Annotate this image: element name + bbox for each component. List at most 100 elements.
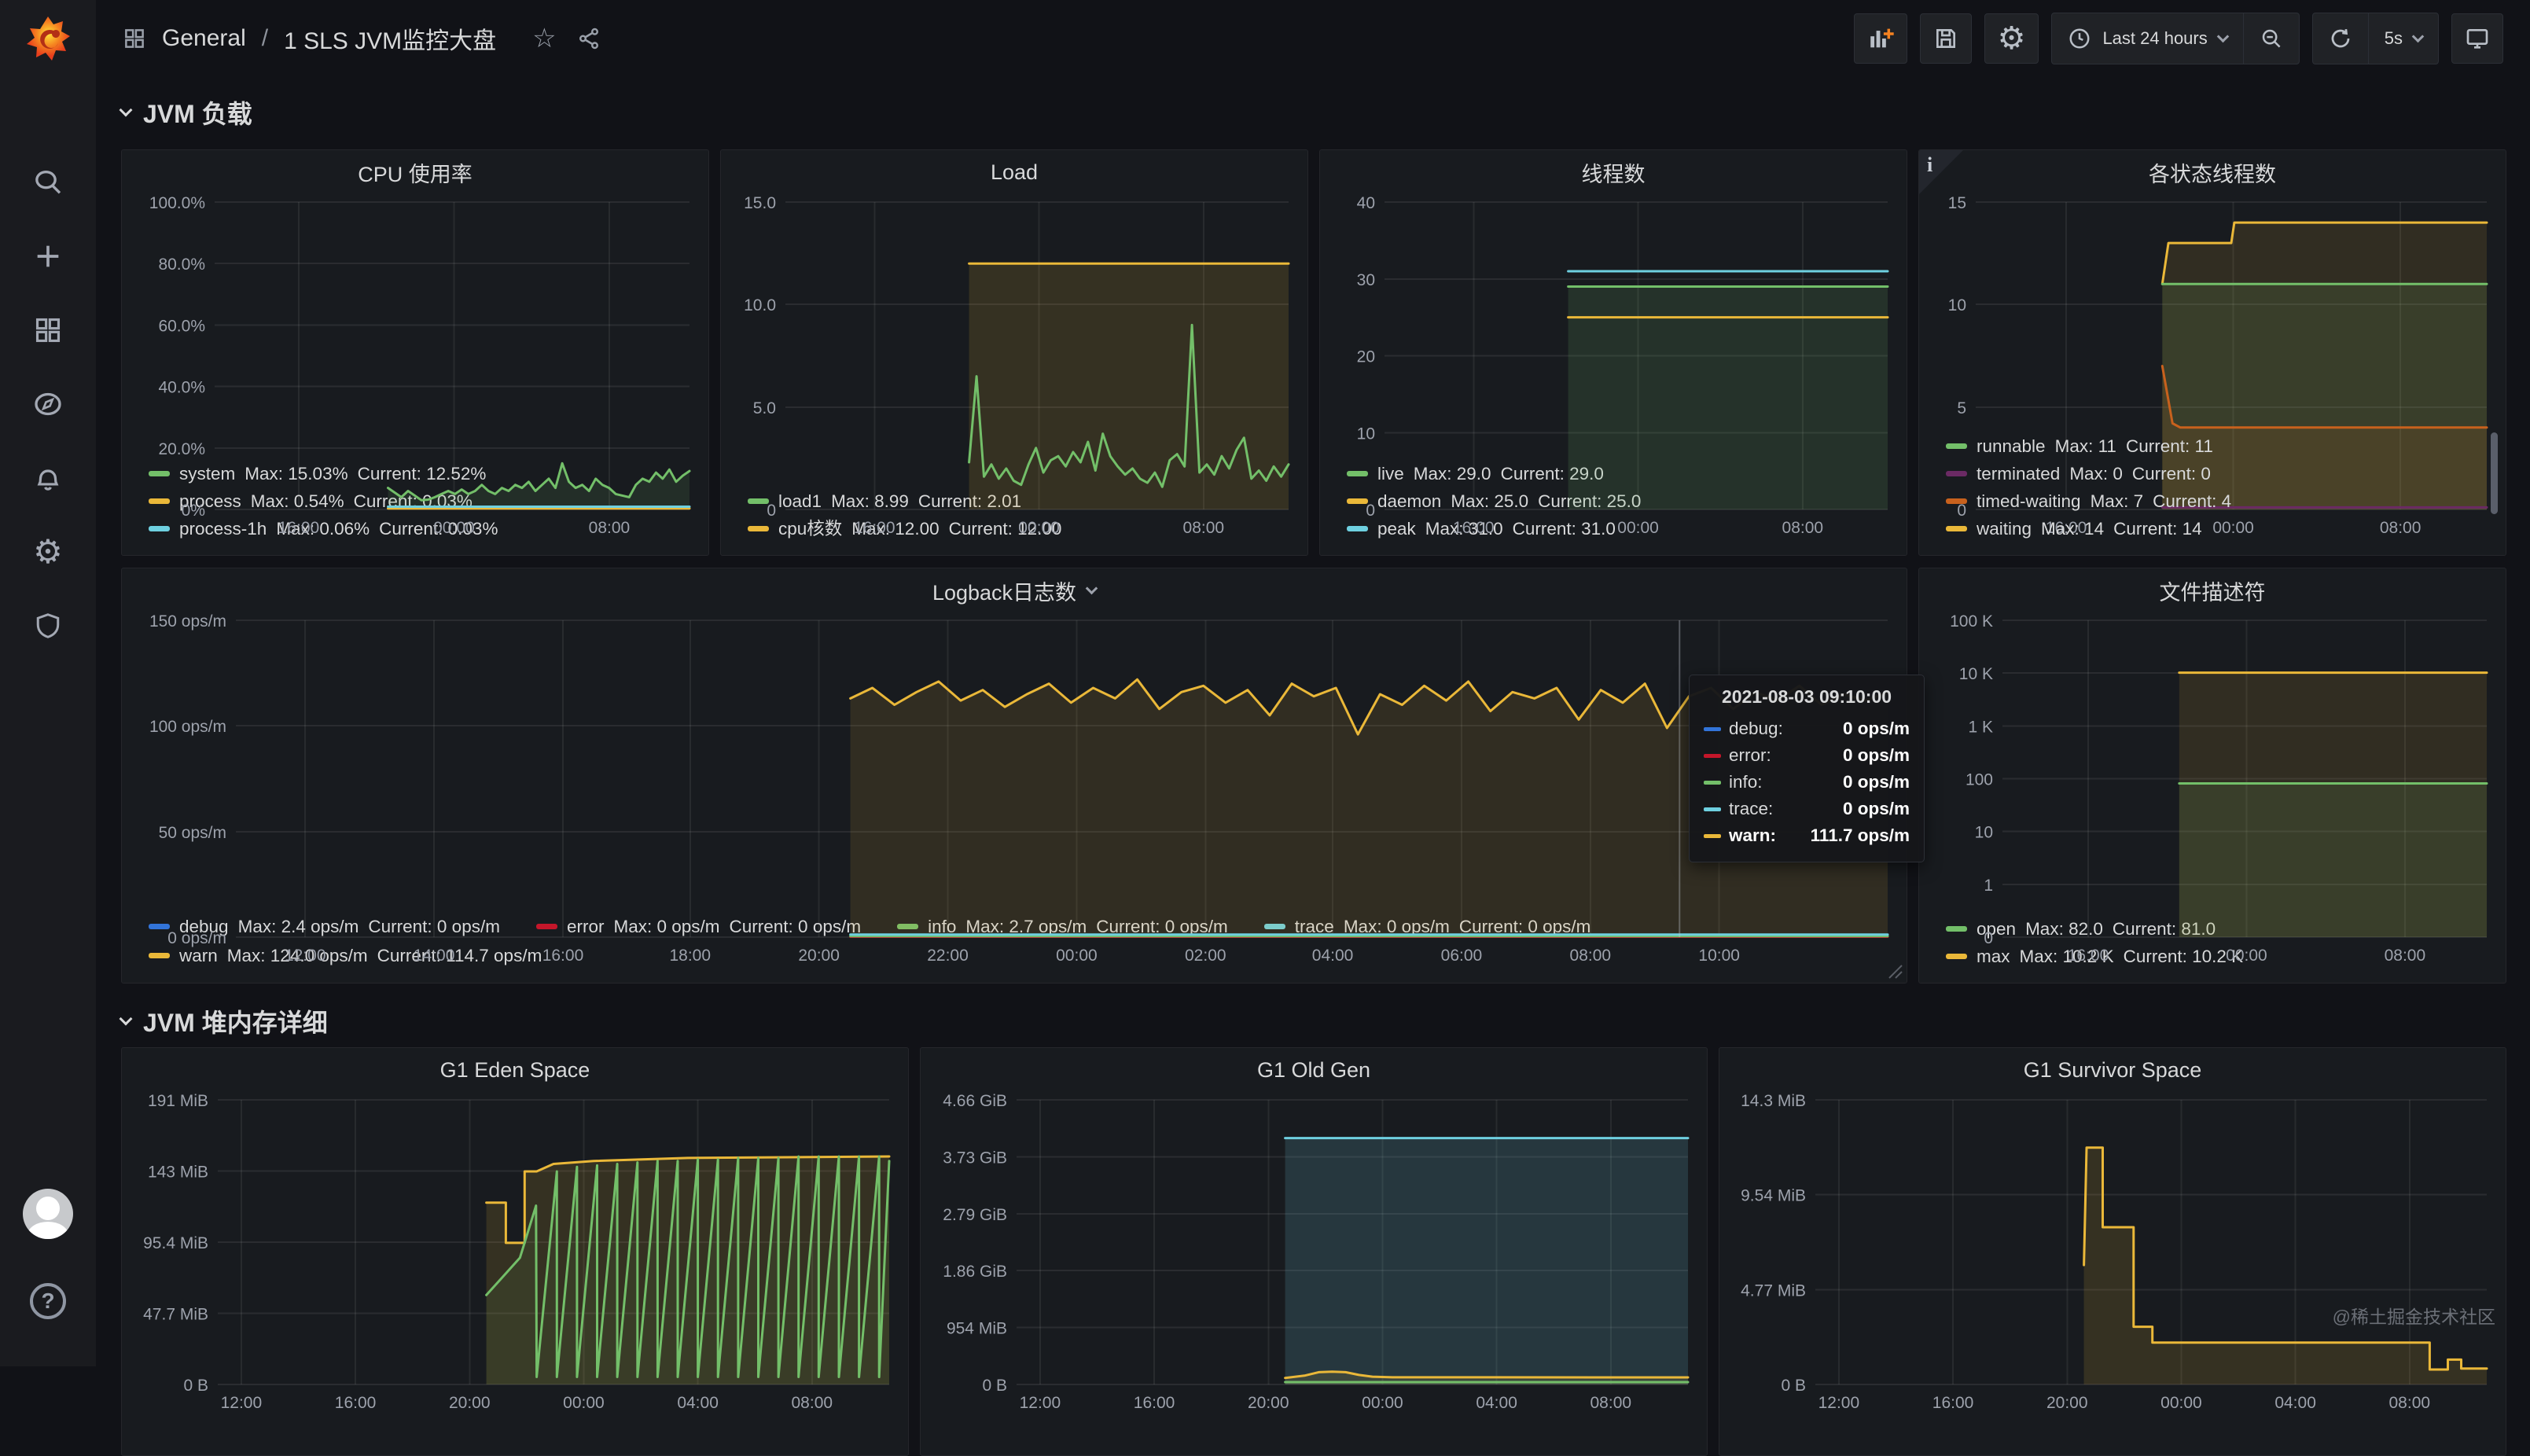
refresh-button[interactable] [2313, 13, 2368, 64]
svg-text:20:00: 20:00 [2046, 1394, 2088, 1412]
svg-text:15: 15 [1948, 194, 1966, 212]
legend-item[interactable]: peak Max: 31.0 Current: 31.0 [1347, 515, 1891, 542]
svg-text:10:00: 10:00 [1698, 947, 1740, 965]
panel-title[interactable]: G1 Survivor Space [2023, 1057, 2202, 1082]
tv-kiosk-button[interactable] [2451, 13, 2503, 64]
svg-text:3.73 GiB: 3.73 GiB [943, 1149, 1007, 1167]
panel-title[interactable]: CPU 使用率 [358, 162, 473, 186]
svg-text:16:00: 16:00 [1932, 1394, 1974, 1412]
legend-swatch [1946, 443, 1967, 449]
legend-item[interactable]: info Max: 2.7 ops/m Current: 0 ops/m [897, 912, 1228, 941]
row-toggle-jvm-load[interactable]: JVM 负载 [119, 94, 252, 131]
svg-text:1.86 GiB: 1.86 GiB [943, 1263, 1007, 1281]
zoom-out-button[interactable] [2244, 13, 2299, 64]
svg-text:40: 40 [1357, 194, 1375, 212]
legend-item[interactable]: waiting Max: 14 Current: 14 [1946, 515, 2490, 542]
panel-title[interactable]: 各状态线程数 [2149, 162, 2276, 186]
panel-resize-handle[interactable] [1886, 962, 1903, 980]
search-icon[interactable] [31, 165, 65, 200]
breadcrumb-section[interactable]: General [162, 25, 246, 51]
time-range-picker[interactable]: Last 24 hours [2052, 13, 2242, 64]
panel-g1-eden: G1 Eden Space 12:00 16:00 20:00 00:00 04:00 0… [121, 1047, 909, 1456]
legend-item[interactable]: system Max: 15.03% Current: 12.52% [149, 460, 693, 487]
panel-cpu-usage: CPU 使用率 16:00 00:00 08:00 100.0% 80.0% 60.0% 4… [121, 149, 709, 556]
legend-item[interactable]: live Max: 29.0 Current: 29.0 [1347, 460, 1891, 487]
legend: system Max: 15.03% Current: 12.52% process M… [122, 457, 708, 555]
user-avatar[interactable] [23, 1189, 73, 1239]
panel-title[interactable]: 线程数 [1581, 162, 1646, 186]
row-toggle-jvm-heap[interactable]: JVM 堆内存详细 [119, 1003, 328, 1039]
legend-scrollbar[interactable] [2491, 432, 2498, 514]
panel-title-dropdown[interactable]: Logback日志数 [122, 568, 1907, 612]
panel-title[interactable]: Load [990, 160, 1039, 184]
panel-title[interactable]: G1 Old Gen [1256, 1057, 1371, 1082]
legend-item[interactable]: cpu核数 Max: 12.00 Current: 12.00 [748, 515, 1292, 542]
chevron-down-icon [119, 1012, 133, 1026]
tooltip-series-dash [1704, 753, 1721, 758]
svg-text:5: 5 [1957, 399, 1966, 417]
panel-info-corner-icon[interactable]: i [1919, 150, 1963, 194]
legend-swatch [535, 924, 557, 929]
panel-title[interactable]: 文件描述符 [2159, 580, 2266, 605]
svg-text:100 K: 100 K [1950, 612, 1993, 631]
svg-text:00:00: 00:00 [563, 1394, 605, 1412]
dashboard-settings-button[interactable]: ⚙ [1984, 13, 2039, 64]
svg-text:00:00: 00:00 [2212, 519, 2254, 537]
legend-swatch [1946, 471, 1967, 476]
svg-text:0: 0 [1957, 502, 1966, 520]
svg-text:20.0%: 20.0% [158, 440, 205, 458]
svg-text:4.66 GiB: 4.66 GiB [943, 1092, 1007, 1110]
svg-text:20: 20 [1357, 348, 1375, 366]
help-icon[interactable]: ? [30, 1283, 66, 1319]
legend-item[interactable]: process-1h Max: 0.06% Current: 0.03% [149, 515, 693, 542]
cpu-usage-chart[interactable]: 16:00 00:00 08:00 100.0% 80.0% 60.0% 40.0% 20.0… [130, 194, 701, 537]
grafana-logo[interactable] [0, 0, 96, 79]
svg-text:191 MiB: 191 MiB [148, 1092, 208, 1110]
chevron-down-icon [1085, 582, 1098, 594]
legend-swatch [1946, 498, 1967, 504]
create-plus-icon[interactable] [31, 239, 65, 274]
tooltip-row: error: 0 ops/m [1704, 742, 1910, 769]
legend-item[interactable]: open Max: 82.0 Current: 81.0 [1946, 915, 2490, 943]
save-dashboard-button[interactable] [1919, 13, 1972, 64]
legend-swatch [1347, 498, 1368, 504]
svg-text:10: 10 [1975, 824, 1993, 842]
alerting-bell-icon[interactable] [31, 461, 65, 495]
legend-item[interactable]: trace Max: 0 ops/m Current: 0 ops/m [1263, 912, 1590, 941]
legend-swatch [149, 924, 170, 929]
legend-item[interactable]: warn Max: 124.0 ops/m Current: 114.7 ops/m [149, 941, 542, 970]
legend-item[interactable]: daemon Max: 25.0 Current: 25.0 [1347, 487, 1891, 515]
svg-text:0%: 0% [182, 502, 205, 520]
svg-text:04:00: 04:00 [2274, 1394, 2316, 1412]
legend-item[interactable]: terminated Max: 0 Current: 0 [1946, 460, 2490, 487]
share-icon[interactable] [577, 27, 601, 50]
svg-text:50 ops/m: 50 ops/m [159, 824, 226, 842]
page-title[interactable]: 1 SLS JVM监控大盘 [284, 28, 497, 54]
legend-item[interactable]: load1 Max: 8.99 Current: 2.01 [748, 487, 1292, 515]
tooltip-row: warn: 111.7 ops/m [1704, 822, 1910, 849]
legend-swatch [1347, 471, 1368, 476]
load-chart[interactable]: 16:00 00:00 08:00 15.0 10.0 5.0 0 [729, 194, 1300, 537]
legend-item[interactable]: runnable Max: 11 Current: 11 [1946, 432, 2490, 460]
refresh-interval-dropdown[interactable]: 5s [2369, 13, 2438, 64]
svg-text:20:00: 20:00 [1248, 1394, 1289, 1412]
tooltip-series-dash [1704, 807, 1721, 811]
explore-compass-icon[interactable] [31, 387, 65, 421]
svg-text:04:00: 04:00 [677, 1394, 719, 1412]
legend-item[interactable]: debug Max: 2.4 ops/m Current: 0 ops/m [149, 912, 500, 941]
logback-chart[interactable]: 12:00 14:00 16:00 18:00 20:00 22:00 00:00 02:00… [130, 612, 1899, 965]
legend-item[interactable]: error Max: 0 ops/m Current: 0 ops/m [535, 912, 861, 941]
add-panel-button[interactable] [1853, 13, 1907, 64]
panel-title[interactable]: G1 Eden Space [439, 1057, 590, 1082]
legend-item[interactable]: max Max: 10.2 K Current: 10.2 K [1946, 943, 2490, 970]
server-admin-shield-icon[interactable] [31, 609, 65, 643]
configuration-gear-icon[interactable]: ⚙ [33, 533, 63, 570]
thread-states-chart[interactable]: 16:00 00:00 08:00 15 10 5 0 [1927, 194, 2498, 537]
dashboards-icon[interactable] [31, 313, 65, 347]
legend-item[interactable]: timed-waiting Max: 7 Current: 4 [1946, 487, 2490, 515]
svg-text:5.0: 5.0 [753, 399, 776, 417]
thread-count-chart[interactable]: 16:00 00:00 08:00 40 30 20 10 0 [1328, 194, 1899, 537]
svg-text:0: 0 [767, 502, 776, 520]
star-icon[interactable]: ☆ [532, 24, 557, 53]
